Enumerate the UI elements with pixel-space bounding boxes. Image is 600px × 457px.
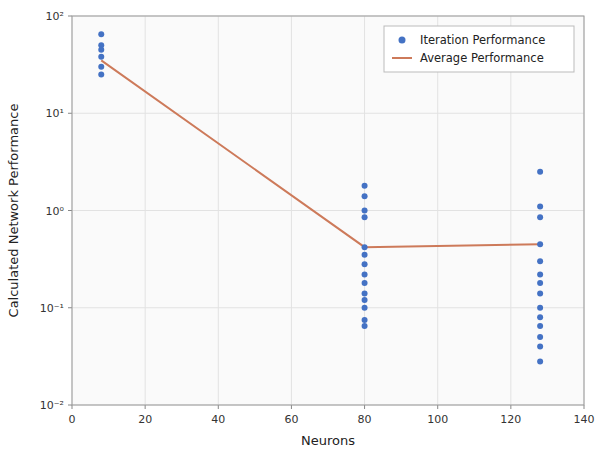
x-tick-label: 60 [284, 413, 298, 426]
scatter-point [362, 305, 368, 311]
scatter-point [537, 241, 543, 247]
scatter-point [537, 343, 543, 349]
scatter-point [362, 208, 368, 214]
scatter-point [537, 169, 543, 175]
scatter-point [362, 271, 368, 277]
x-tick-label: 120 [500, 413, 521, 426]
y-tick [68, 405, 72, 406]
y-tick [68, 307, 72, 308]
scatter-point [98, 72, 104, 78]
scatter-point [98, 47, 104, 53]
x-tick-label: 20 [138, 413, 152, 426]
scatter-point [362, 214, 368, 220]
plot-frame [72, 16, 584, 405]
scatter-point [537, 258, 543, 264]
scatter-point [362, 297, 368, 303]
scatter-point [537, 323, 543, 329]
x-tick [291, 405, 292, 409]
x-tick [584, 405, 585, 409]
legend-swatch [399, 37, 406, 44]
scatter-point [537, 359, 543, 365]
y-grid-line [72, 210, 584, 211]
x-tick-label: 0 [69, 413, 76, 426]
y-tick-label: 10⁰ [46, 205, 65, 218]
y-tick [68, 16, 72, 17]
legend-box [384, 26, 574, 72]
scatter-point [537, 271, 543, 277]
plot-area [72, 16, 584, 405]
x-tick [145, 405, 146, 409]
x-axis-label: Neurons [301, 433, 355, 448]
scatter-point [362, 183, 368, 189]
data [98, 31, 543, 364]
legend-swatch [392, 57, 412, 59]
chart: 0 20 40 60 80 100 120 140 10⁻² 10⁻¹ 10⁰ 10¹ 10² Neuro… [0, 0, 600, 457]
x-tick-label: 140 [574, 413, 595, 426]
x-tick [72, 405, 73, 409]
scatter-point [362, 261, 368, 267]
y-tick-label: 10⁻² [40, 399, 64, 412]
scatter-point [537, 334, 543, 340]
scatter-point [362, 317, 368, 323]
scatter-point [98, 64, 104, 70]
x-tick-label: 80 [358, 413, 372, 426]
y-tick [68, 113, 72, 114]
grid [72, 16, 584, 405]
x-tick [437, 405, 438, 409]
scatter-point [98, 31, 104, 37]
legend-label: Average Performance [420, 51, 544, 65]
average-line [101, 60, 540, 247]
scatter-point [362, 291, 368, 297]
x-tick-label: 40 [211, 413, 225, 426]
scatter-point [362, 252, 368, 258]
scatter-point [537, 291, 543, 297]
legend-label: Iteration Performance [420, 33, 545, 47]
y-grid-line [72, 113, 584, 114]
x-tick [218, 405, 219, 409]
y-tick [68, 210, 72, 211]
scatter-point [98, 54, 104, 60]
y-axis-label: Calculated Network Performance [6, 104, 21, 318]
scatter-point [362, 323, 368, 329]
scatter-point [362, 280, 368, 286]
x-tick-label: 100 [427, 413, 448, 426]
scatter-point [362, 244, 368, 250]
y-tick-label: 10⁻¹ [40, 302, 64, 315]
scatter-point [362, 193, 368, 199]
y-tick-label: 10¹ [46, 107, 64, 120]
x-tick [364, 405, 365, 409]
axes: 0 20 40 60 80 100 120 140 10⁻² 10⁻¹ 10⁰ 10¹ 10² [40, 10, 595, 426]
y-tick-label: 10² [46, 10, 64, 23]
scatter-point [537, 203, 543, 209]
scatter-point [537, 280, 543, 286]
scatter-point [537, 305, 543, 311]
x-tick [510, 405, 511, 409]
y-grid-line [72, 307, 584, 308]
legend: Iteration Performance Average Performance [384, 26, 574, 72]
scatter-point [537, 214, 543, 220]
scatter-point [537, 314, 543, 320]
